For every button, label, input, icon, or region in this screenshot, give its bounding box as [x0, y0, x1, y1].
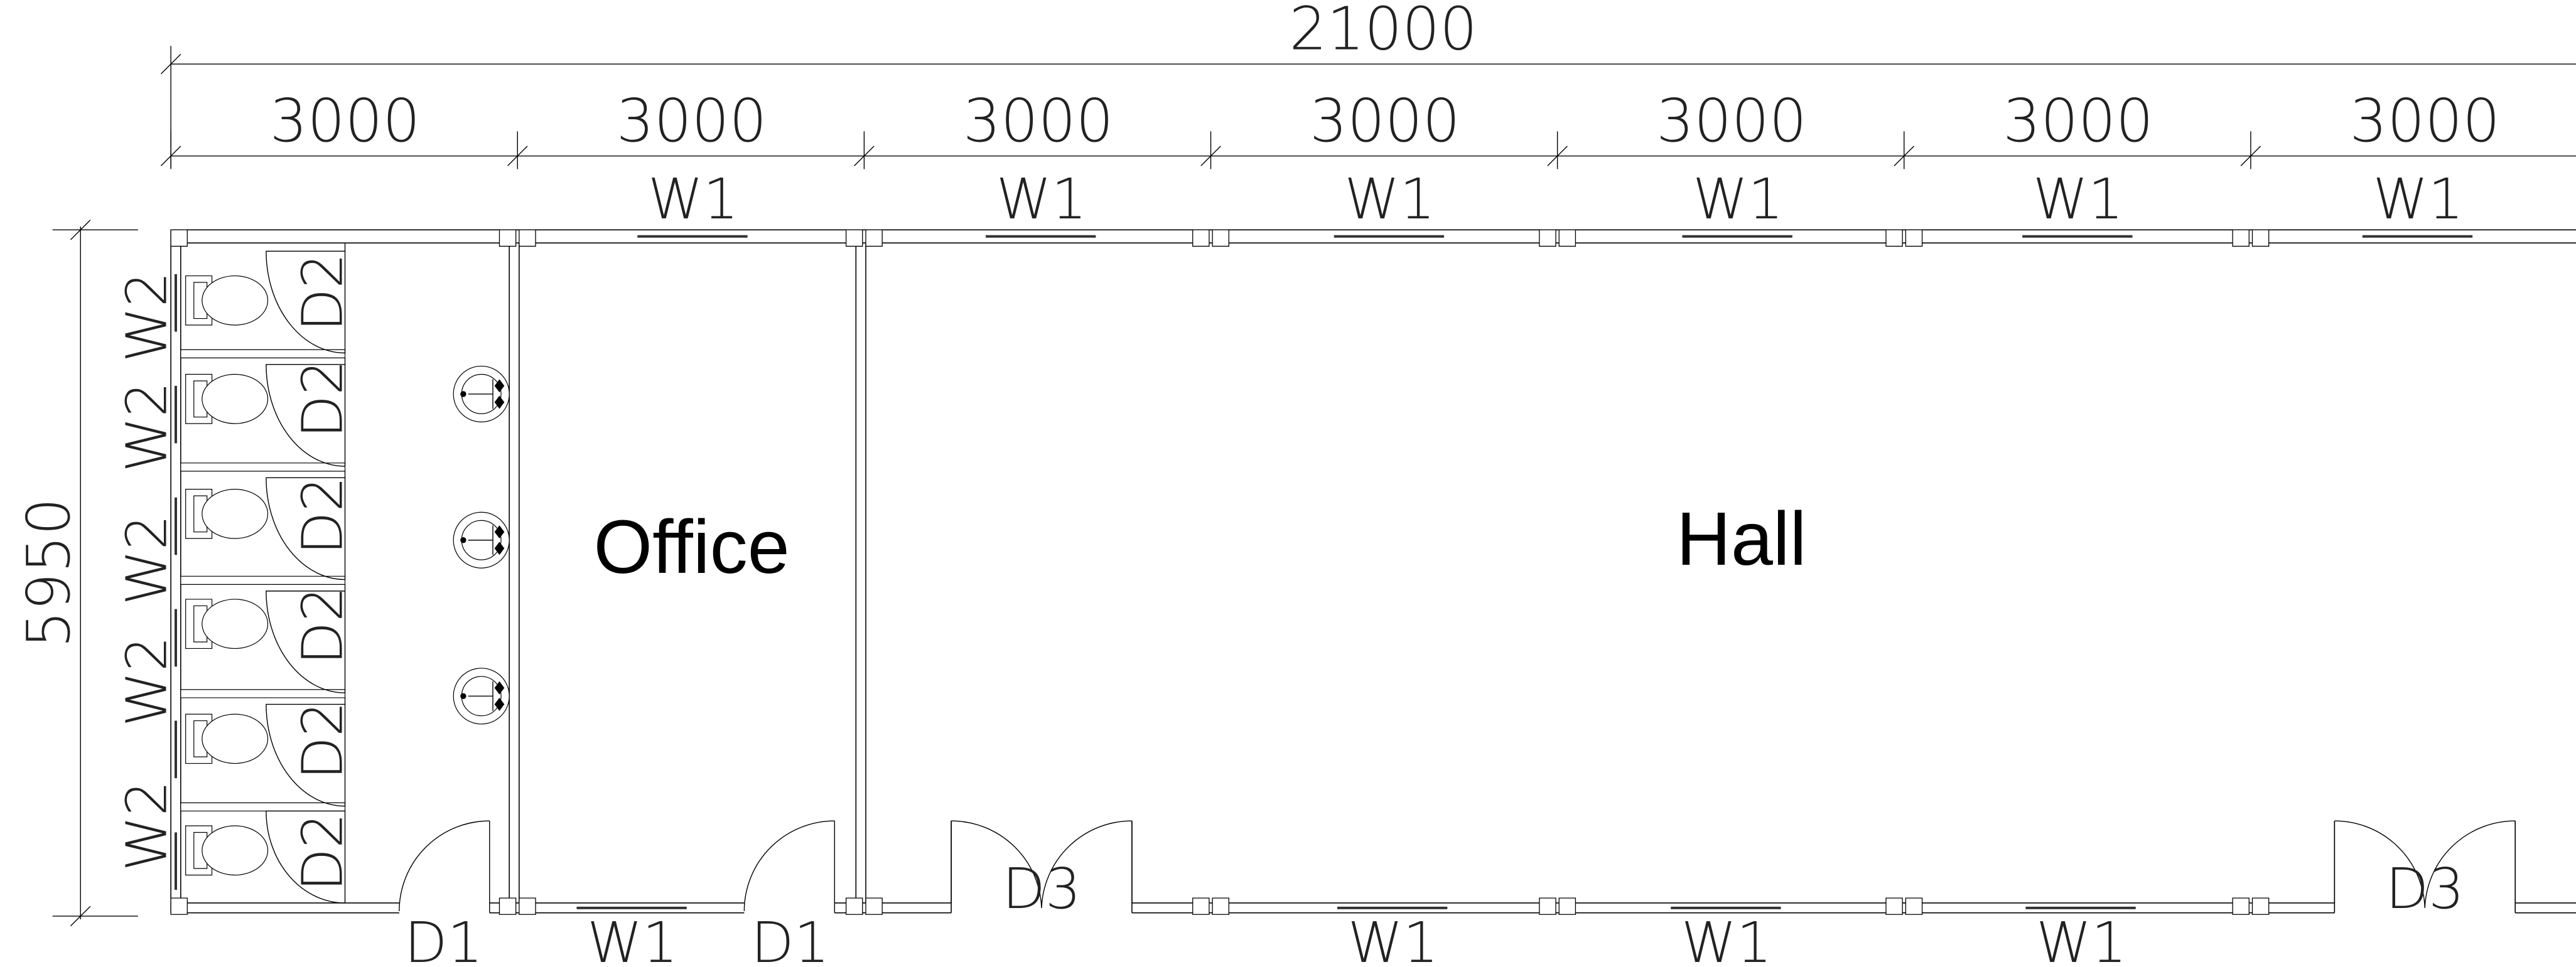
toilet-icon [186, 276, 268, 325]
toilet-stalls [181, 243, 345, 903]
door-tag-double-2: D3 [2386, 856, 2464, 921]
window-tag-side-5: W2 [114, 781, 179, 872]
toilet-icon [186, 826, 268, 875]
toilet-icon [186, 375, 268, 424]
room-label-office: Office [594, 505, 790, 589]
door-tag-stall-4: D2 [289, 586, 355, 665]
window-tag-top-6: W1 [2373, 166, 2464, 232]
bay-dimension-1: 3000 [270, 87, 421, 156]
window-tag-top-2: W1 [996, 166, 1087, 232]
exterior-walls [171, 230, 2576, 912]
toilet-icon [186, 714, 268, 763]
window-tag-top-1: W1 [648, 166, 739, 232]
basins [453, 366, 509, 724]
toilet-icon [186, 599, 268, 648]
bay-dimension-2: 3000 [617, 87, 767, 156]
depth-dimension: 5950 [15, 220, 138, 926]
columns [171, 230, 2269, 914]
bay-dimension-7: 3000 [2349, 87, 2500, 156]
window-tag-side-3: W2 [114, 515, 179, 606]
toilets [186, 276, 268, 875]
door-tag-entry-1: D1 [404, 910, 483, 967]
bay-dimension-4: 3000 [1310, 87, 1460, 156]
bay-dimension-3: 3000 [963, 87, 1114, 156]
window-tag-top-5: W1 [2033, 166, 2124, 232]
door-tag-stall-5: D2 [289, 701, 355, 779]
depth-label: 5950 [15, 498, 84, 648]
window-tag-side-1: W2 [114, 272, 179, 363]
window-tag-bottom-1: W1 [587, 910, 678, 967]
door-tag-stall-3: D2 [289, 476, 355, 555]
entry-doors [399, 821, 834, 913]
window-tag-bottom-2: W1 [1348, 910, 1439, 967]
door-tag-stall-2: D2 [289, 360, 355, 438]
window-tag-side-2: W2 [114, 382, 179, 473]
door-tag-double-1: D3 [1002, 856, 1081, 921]
bay-dimension-6: 3000 [2003, 87, 2153, 156]
door-tag-stall-6: D2 [289, 813, 355, 891]
window-tag-side-4: W2 [114, 636, 179, 727]
bay-dimension-5: 3000 [1656, 87, 1807, 156]
door-tag-entry-2: D1 [751, 910, 829, 967]
window-tag-top-4: W1 [1693, 166, 1784, 232]
basin-icon [453, 366, 509, 422]
basin-icon [453, 512, 509, 568]
basin-icon [453, 668, 509, 724]
window-tag-top-3: W1 [1344, 166, 1435, 232]
total-length-label: 21000 [1289, 0, 1477, 63]
door-tag-stall-1: D2 [289, 253, 355, 331]
window-tag-bottom-4: W1 [2036, 910, 2127, 967]
toilet-icon [186, 489, 268, 538]
dimension-chain: 21000 3000 3000 3000 3000 3000 3000 3000 [161, 0, 2576, 169]
double-doors [951, 821, 2515, 908]
bay-ticks [161, 131, 2260, 169]
window-tag-bottom-3: W1 [1681, 910, 1772, 967]
room-label-hall: Hall [1676, 496, 1806, 581]
partitions [509, 243, 866, 903]
